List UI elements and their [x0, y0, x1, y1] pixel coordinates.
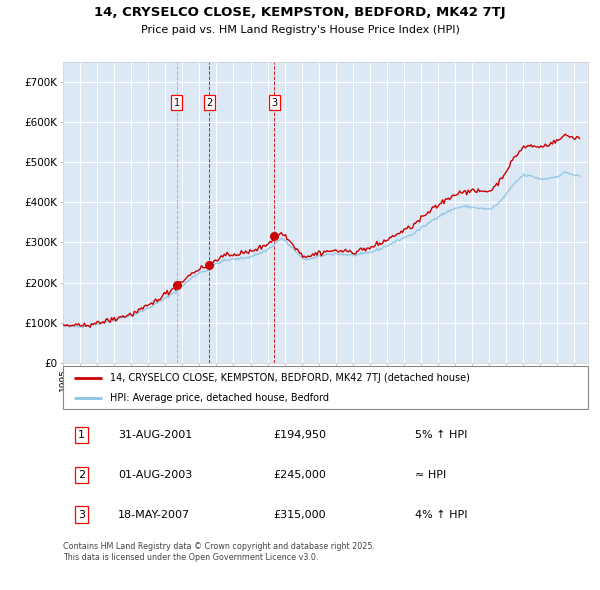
- Point: [172, 280, 181, 289]
- Text: 01-AUG-2003: 01-AUG-2003: [118, 470, 193, 480]
- Text: HPI: Average price, detached house, Bedford: HPI: Average price, detached house, Bedf…: [110, 394, 329, 403]
- Text: 5% ↑ HPI: 5% ↑ HPI: [415, 430, 467, 440]
- Text: 14, CRYSELCO CLOSE, KEMPSTON, BEDFORD, MK42 7TJ (detached house): 14, CRYSELCO CLOSE, KEMPSTON, BEDFORD, M…: [110, 373, 470, 384]
- Text: 4% ↑ HPI: 4% ↑ HPI: [415, 510, 467, 520]
- Text: £315,000: £315,000: [273, 510, 326, 520]
- Text: 2: 2: [78, 470, 85, 480]
- Text: 1: 1: [78, 430, 85, 440]
- Text: 3: 3: [271, 97, 277, 107]
- Text: 3: 3: [78, 510, 85, 520]
- Text: Price paid vs. HM Land Registry's House Price Index (HPI): Price paid vs. HM Land Registry's House …: [140, 25, 460, 35]
- Text: 31-AUG-2001: 31-AUG-2001: [118, 430, 193, 440]
- Text: 14, CRYSELCO CLOSE, KEMPSTON, BEDFORD, MK42 7TJ: 14, CRYSELCO CLOSE, KEMPSTON, BEDFORD, M…: [94, 6, 506, 19]
- Text: £194,950: £194,950: [273, 430, 326, 440]
- FancyBboxPatch shape: [63, 366, 588, 409]
- Text: 1: 1: [173, 97, 179, 107]
- Text: 18-MAY-2007: 18-MAY-2007: [118, 510, 190, 520]
- Text: 2: 2: [206, 97, 212, 107]
- Point: [205, 260, 214, 269]
- Point: [269, 232, 279, 241]
- Text: ≈ HPI: ≈ HPI: [415, 470, 446, 480]
- Text: £245,000: £245,000: [273, 470, 326, 480]
- Text: Contains HM Land Registry data © Crown copyright and database right 2025.
This d: Contains HM Land Registry data © Crown c…: [63, 542, 375, 562]
